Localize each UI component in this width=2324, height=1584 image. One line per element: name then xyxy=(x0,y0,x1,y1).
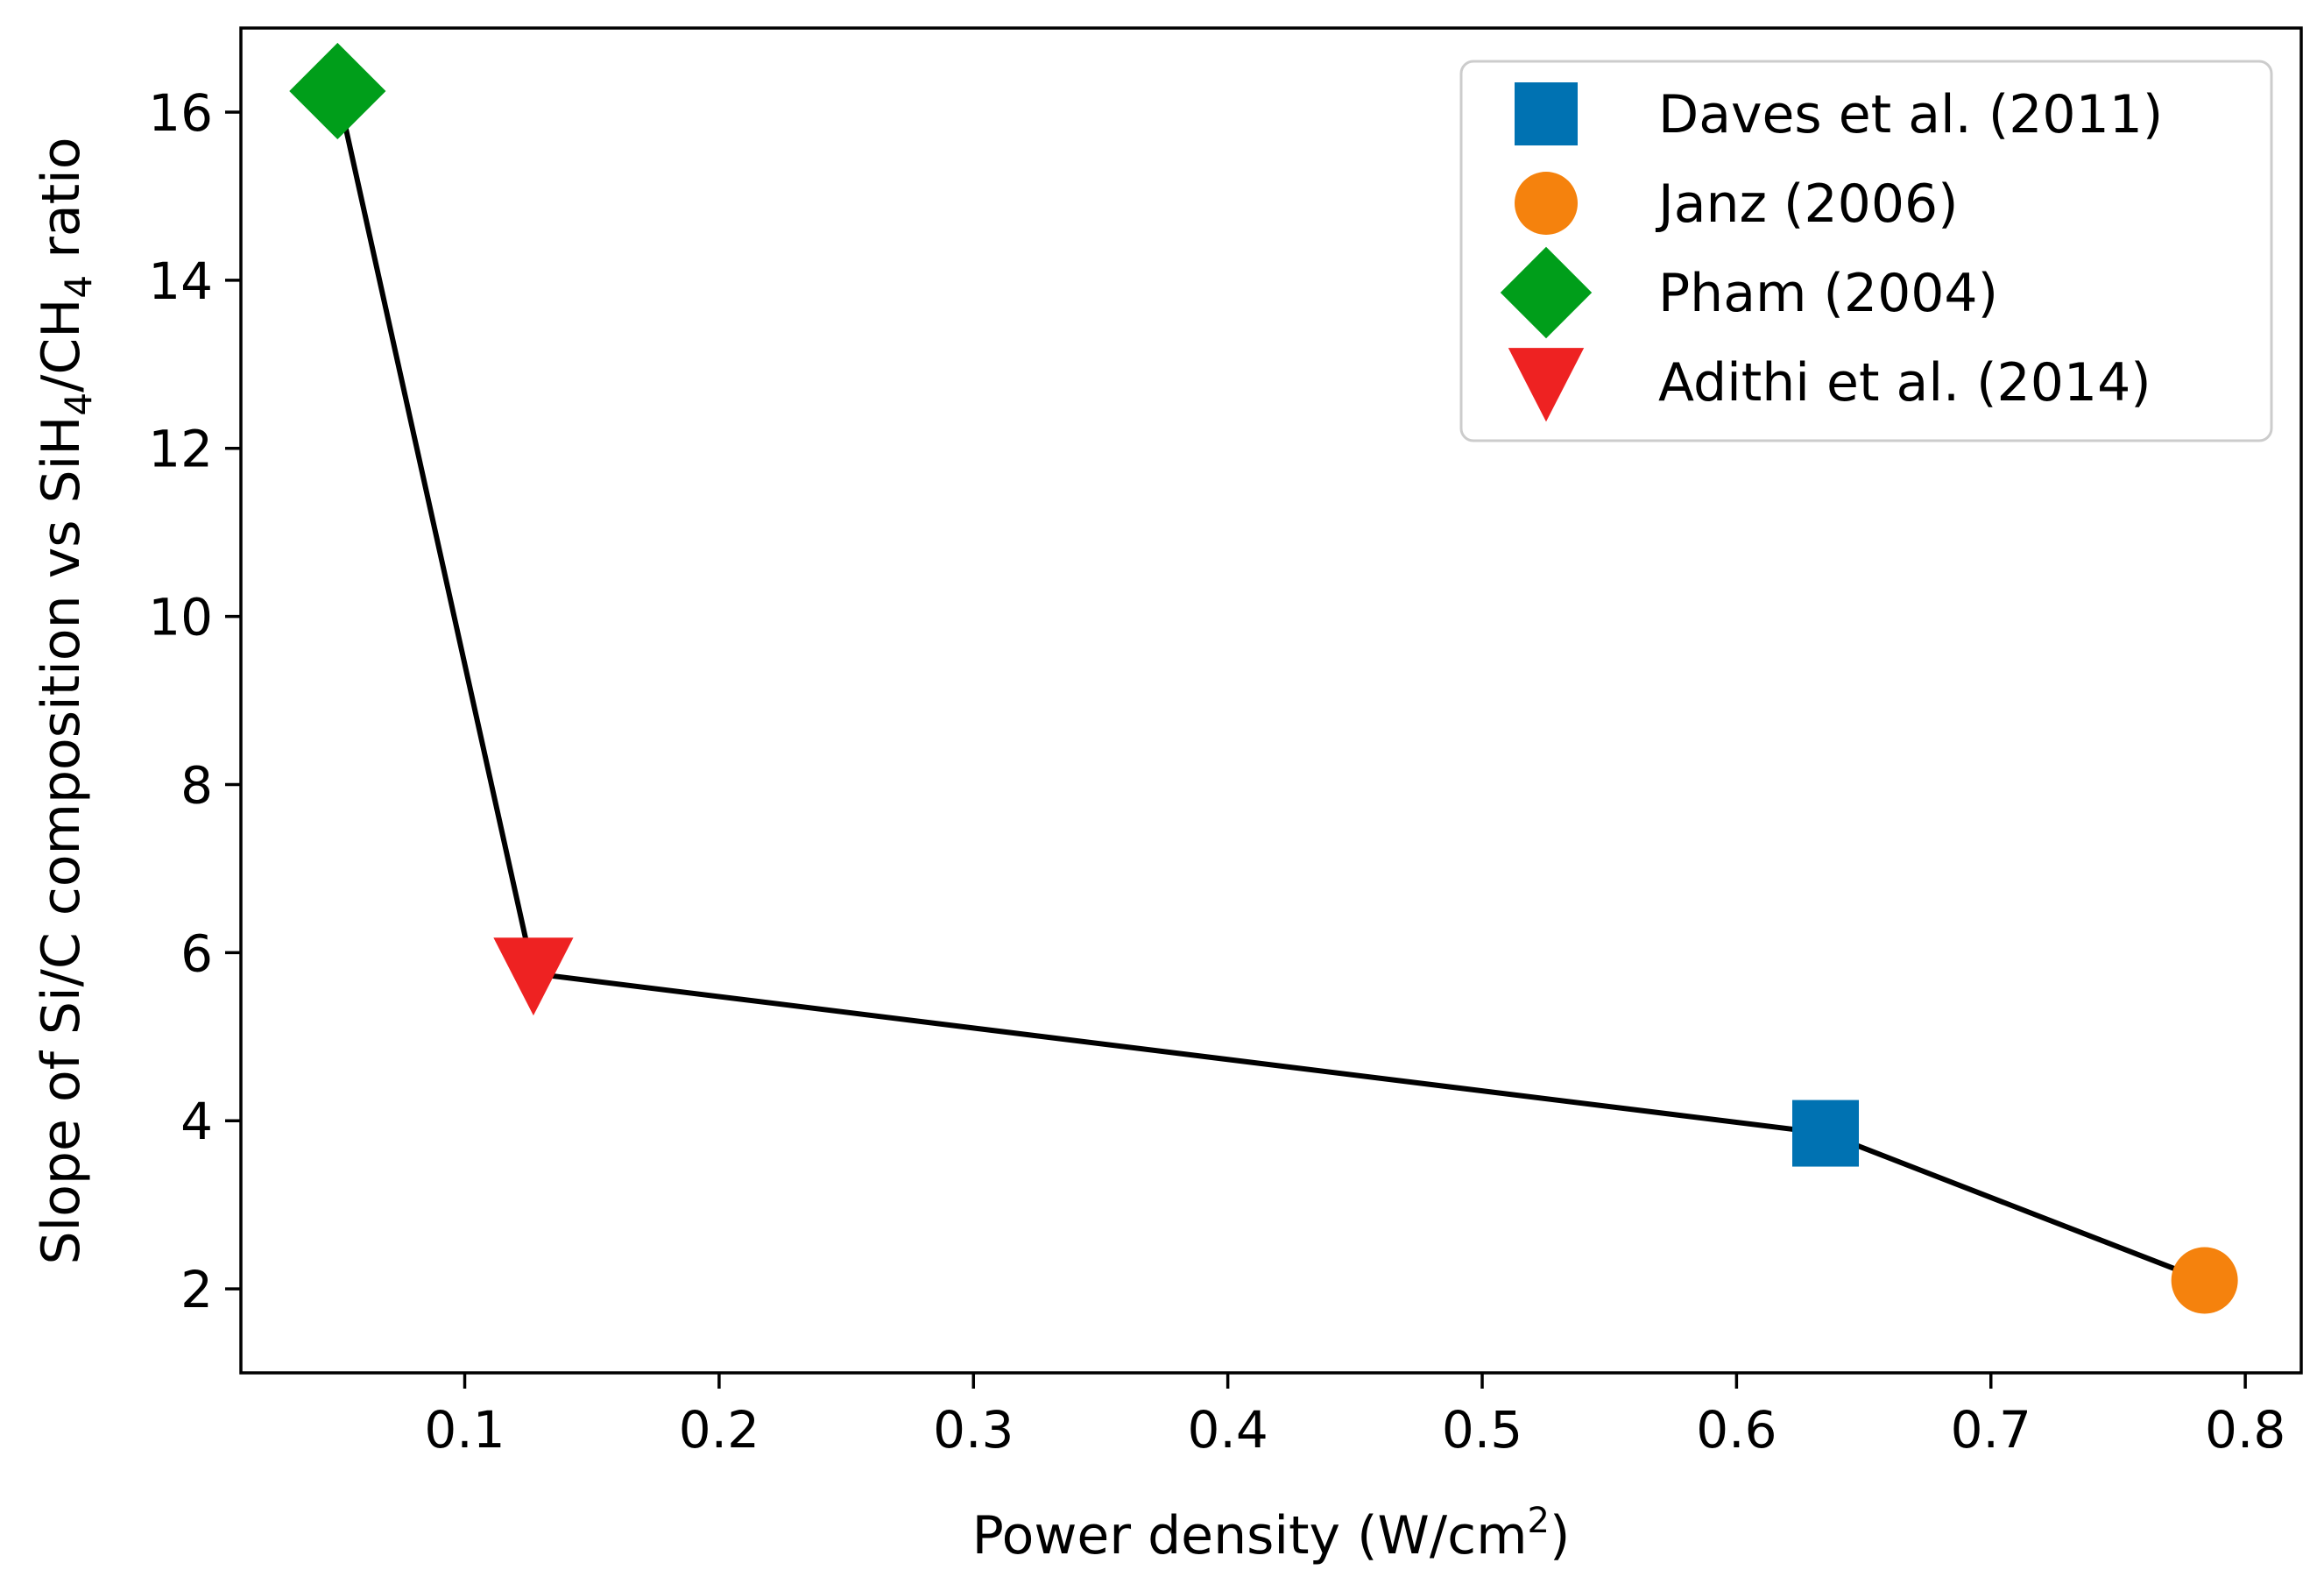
x-tick-label: 0.3 xyxy=(933,1400,1014,1460)
x-tick-label: 0.8 xyxy=(2205,1400,2285,1460)
legend-label: Pham (2004) xyxy=(1658,263,1998,324)
legend-marker xyxy=(1500,246,1593,339)
y-tick-label: 10 xyxy=(148,588,213,647)
data-point-adithi-et-al-2014 xyxy=(493,937,574,1016)
data-point-daves-et-al-2011 xyxy=(1792,1100,1860,1167)
legend-marker xyxy=(1515,172,1578,235)
legend-label: Daves et al. (2011) xyxy=(1658,84,2163,145)
y-tick-label: 12 xyxy=(148,420,213,479)
series-line xyxy=(335,90,2206,1283)
x-axis: 0.1 0.2 0.3 0.4 0.5 0.6 0.7 0.8 xyxy=(424,1373,2285,1460)
x-tick-label: 0.6 xyxy=(1696,1400,1777,1460)
x-tick-label: 0.5 xyxy=(1442,1400,1522,1460)
legend-label: Janz (2006) xyxy=(1655,173,1959,235)
legend-label: Adithi et al. (2014) xyxy=(1658,352,2151,414)
legend-marker xyxy=(1508,348,1585,422)
plot-area xyxy=(289,42,2238,1314)
x-axis-title: Power density (W/cm2) xyxy=(972,1501,1571,1566)
y-axis: 2 4 6 8 10 12 14 16 xyxy=(148,83,241,1319)
y-tick-label: 8 xyxy=(180,755,213,815)
y-tick-label: 16 xyxy=(148,83,213,143)
y-tick-label: 2 xyxy=(180,1260,213,1319)
y-tick-label: 4 xyxy=(180,1092,213,1151)
x-tick-label: 0.4 xyxy=(1188,1400,1268,1460)
plot-frame xyxy=(239,26,2303,1375)
legend-frame xyxy=(1459,60,2273,442)
y-tick-label: 14 xyxy=(148,251,213,311)
legend-marker xyxy=(1515,82,1578,145)
data-point-pham-2004 xyxy=(289,42,386,140)
data-point-janz-2006 xyxy=(2171,1247,2238,1314)
x-tick-label: 0.2 xyxy=(679,1400,759,1460)
x-tick-label: 0.7 xyxy=(1951,1400,2031,1460)
y-axis-title: Slope of Si/C composition vs SiH4/CH4 ra… xyxy=(31,137,100,1264)
y-tick-label: 6 xyxy=(180,923,213,983)
x-tick-label: 0.1 xyxy=(424,1400,505,1460)
legend: Daves et al. (2011) Janz (2006) Pham (2004… xyxy=(1459,60,2273,442)
